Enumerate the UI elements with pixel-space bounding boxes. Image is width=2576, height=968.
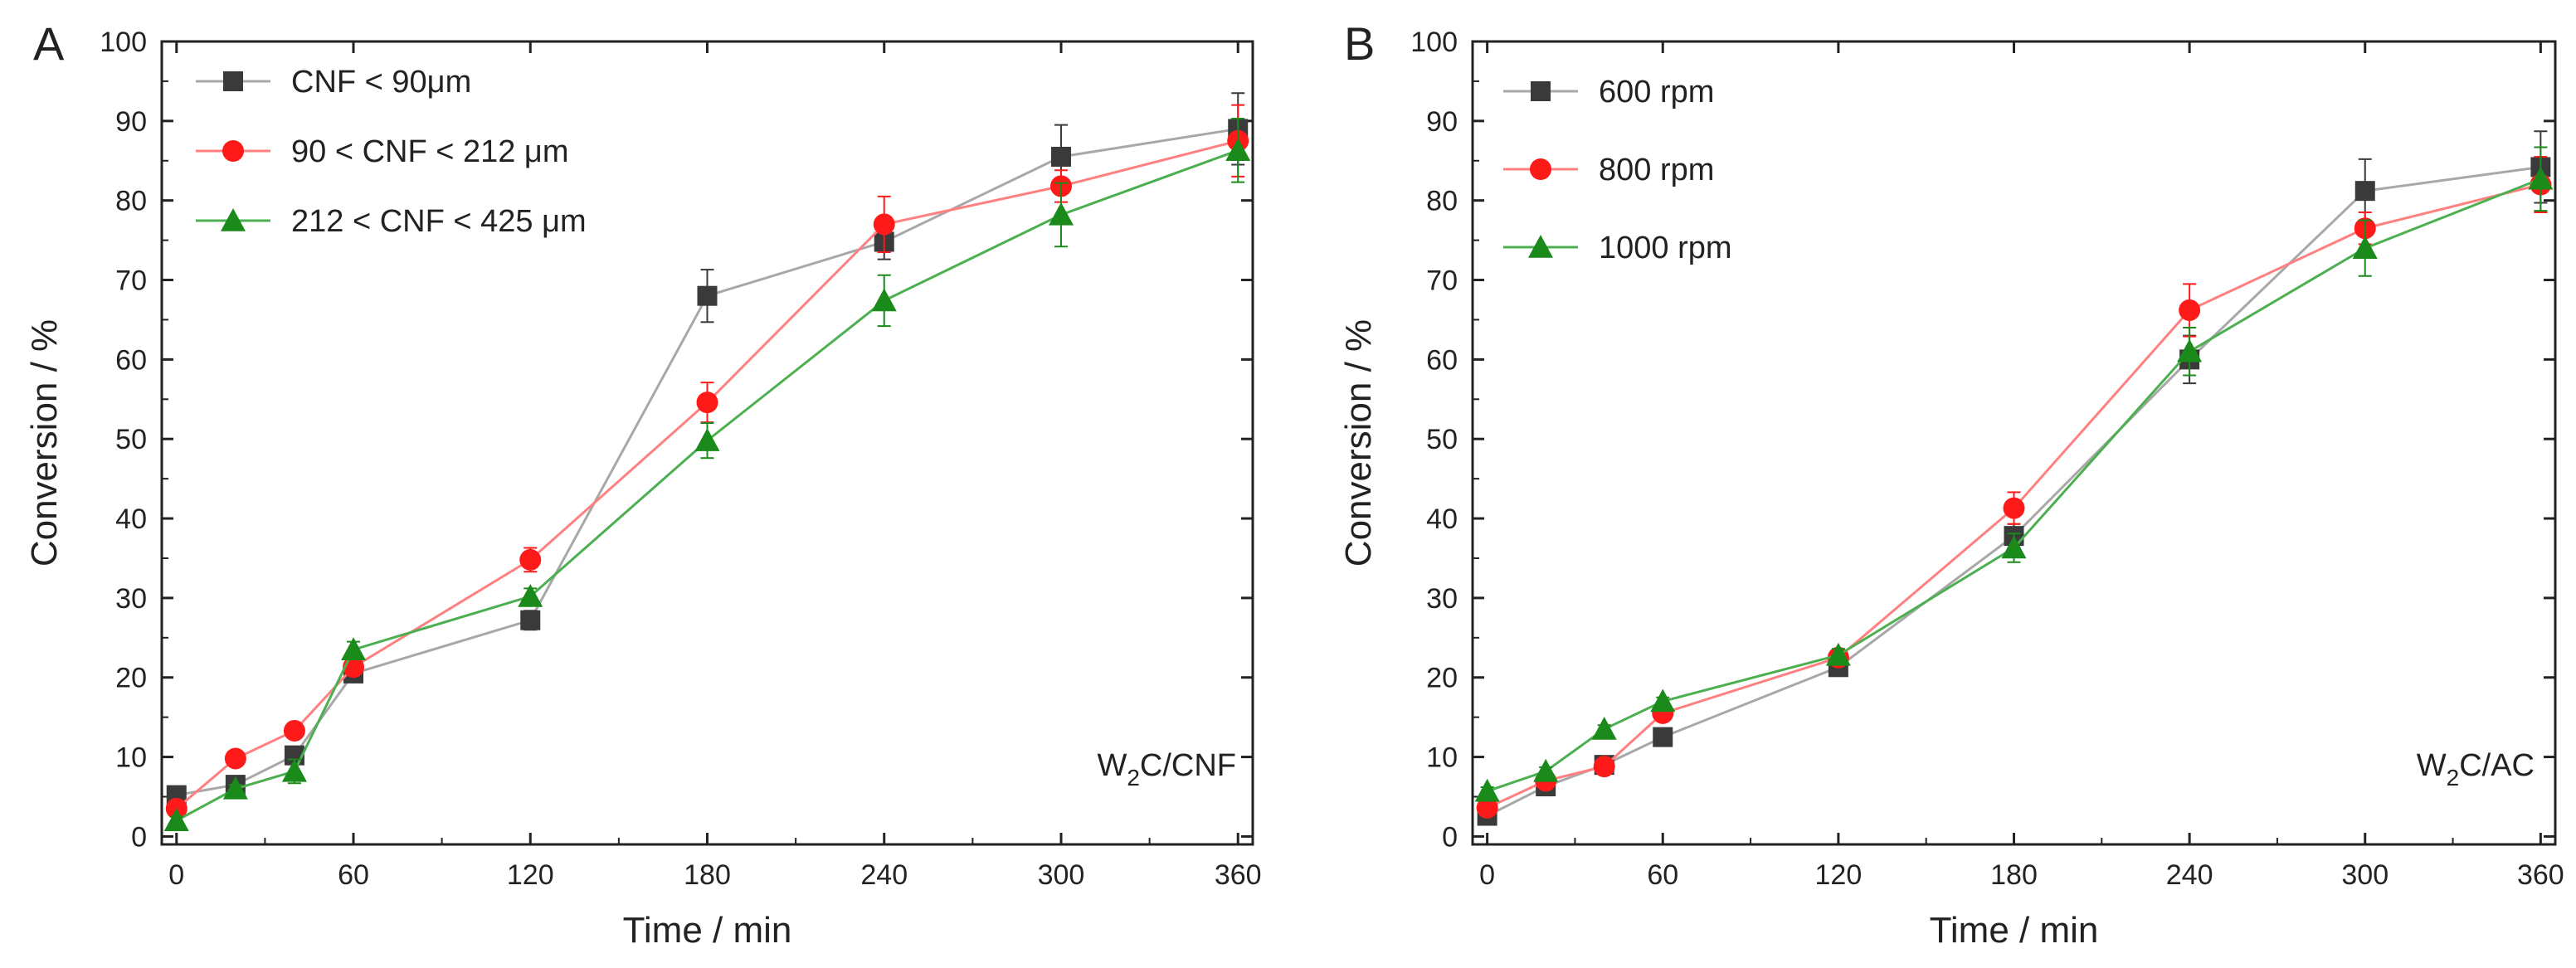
catalyst-label: W2C/AC <box>2417 748 2535 790</box>
x-tick-label: 360 <box>1215 859 1262 891</box>
y-tick-label: 40 <box>1426 503 1458 535</box>
data-point <box>1476 796 1498 819</box>
y-tick-label: 50 <box>1426 424 1458 455</box>
x-tick-label: 60 <box>1647 859 1678 891</box>
series-line <box>1487 178 2541 793</box>
x-tick-label: 120 <box>507 859 554 891</box>
x-axis-label: Time / min <box>623 910 792 951</box>
y-tick-label: 40 <box>115 503 147 535</box>
data-point <box>1593 756 1615 778</box>
y-tick-label: 90 <box>115 106 147 138</box>
legend-label: CNF < 90μm <box>291 65 471 100</box>
panel-b: 0 60 120 180 240 300 360 0 10 20 30 40 50 60 70 80 90 100… <box>1338 17 2564 951</box>
data-point <box>694 428 720 451</box>
y-tick-label: 30 <box>1426 583 1458 615</box>
data-point <box>873 213 895 236</box>
data-point <box>163 808 189 831</box>
data-point <box>2177 338 2203 362</box>
y-tick-label: 10 <box>115 742 147 774</box>
x-tick-label: 300 <box>2341 859 2389 891</box>
data-point <box>696 392 718 414</box>
data-point <box>1825 642 1851 666</box>
data-point <box>2001 535 2027 559</box>
y-tick-label: 70 <box>1426 265 1458 297</box>
x-axis-label: Time / min <box>1930 910 2099 951</box>
y-tick-label: 80 <box>1426 186 1458 217</box>
data-point <box>2003 497 2025 519</box>
y-axis-label: Conversion / % <box>1338 319 1379 567</box>
data-point <box>1533 758 1559 782</box>
legend-marker <box>1531 81 1551 101</box>
y-tick-label: 80 <box>115 186 147 217</box>
legend-label: 800 rpm <box>1599 153 1714 187</box>
x-tick-label: 0 <box>1479 859 1495 891</box>
legend-label: 212 < CNF < 425 μm <box>291 204 587 239</box>
data-point <box>871 288 897 312</box>
y-tick-label: 90 <box>1426 106 1458 138</box>
data-point <box>520 610 541 630</box>
series-90-cnf-212-m <box>165 104 1249 820</box>
y-tick-label: 20 <box>1426 663 1458 694</box>
legend-label: 90 < CNF < 212 μm <box>291 134 569 169</box>
data-point <box>222 776 248 800</box>
series-1000-rpm <box>1474 146 2554 802</box>
legend-marker <box>222 140 244 162</box>
data-point <box>1048 202 1074 226</box>
x-tick-label: 300 <box>1038 859 1085 891</box>
data-point <box>1225 138 1251 162</box>
legend-label: 600 rpm <box>1599 75 1714 109</box>
x-tick-label: 180 <box>684 859 731 891</box>
y-tick-label: 100 <box>1410 27 1458 58</box>
y-tick-label: 70 <box>115 265 147 297</box>
data-point <box>1474 778 1500 802</box>
x-tick-label: 180 <box>1990 859 2038 891</box>
y-tick-label: 30 <box>115 583 147 615</box>
data-point <box>1591 717 1617 740</box>
y-tick-label: 0 <box>1442 821 1458 853</box>
x-tick-label: 0 <box>168 859 184 891</box>
panel-letter: B <box>1344 17 1375 70</box>
x-tick-label: 360 <box>2517 859 2564 891</box>
data-point <box>341 637 367 660</box>
legend-label: 1000 rpm <box>1599 231 1732 265</box>
y-tick-label: 10 <box>1426 742 1458 774</box>
data-point <box>283 719 305 742</box>
data-point <box>2528 166 2554 190</box>
data-point <box>281 758 307 782</box>
y-tick-label: 60 <box>115 344 147 376</box>
data-point <box>224 747 246 770</box>
series-line <box>176 148 1239 822</box>
data-point <box>1650 688 1676 713</box>
x-tick-label: 120 <box>1815 859 1863 891</box>
legend: 600 rpm 800 rpm 1000 rpm <box>1503 75 1732 265</box>
data-point <box>519 548 542 571</box>
panel-a: 0 60 120 180 240 300 360 0 10 20 30 40 50 60 70 80 90 100… <box>24 17 1262 951</box>
legend-marker <box>223 71 243 91</box>
y-axis-label: Conversion / % <box>24 319 65 567</box>
y-tick-label: 0 <box>131 821 147 853</box>
series-line <box>175 139 1239 810</box>
legend: CNF < 90μm 90 < CNF < 212 μm 212 < CNF < 4… <box>196 65 587 239</box>
x-tick-label: 60 <box>338 859 369 891</box>
legend-marker <box>1530 158 1551 180</box>
data-point <box>697 285 718 306</box>
series-212-cnf-425-m <box>163 117 1251 831</box>
legend-marker <box>221 208 246 231</box>
y-tick-label: 50 <box>115 424 147 455</box>
data-point <box>1050 146 1071 167</box>
legend-marker <box>1528 235 1553 258</box>
y-tick-label: 100 <box>100 27 147 58</box>
y-tick-label: 60 <box>1426 344 1458 376</box>
panel-letter: A <box>33 17 65 70</box>
data-point <box>518 583 543 607</box>
data-point <box>2352 236 2378 259</box>
x-tick-label: 240 <box>2166 859 2213 891</box>
catalyst-label: W2C/CNF <box>1097 748 1236 790</box>
x-tick-label: 240 <box>860 859 908 891</box>
data-point <box>1653 727 1673 747</box>
data-point <box>2179 299 2201 321</box>
data-point <box>2354 181 2375 202</box>
y-tick-label: 20 <box>115 663 147 694</box>
